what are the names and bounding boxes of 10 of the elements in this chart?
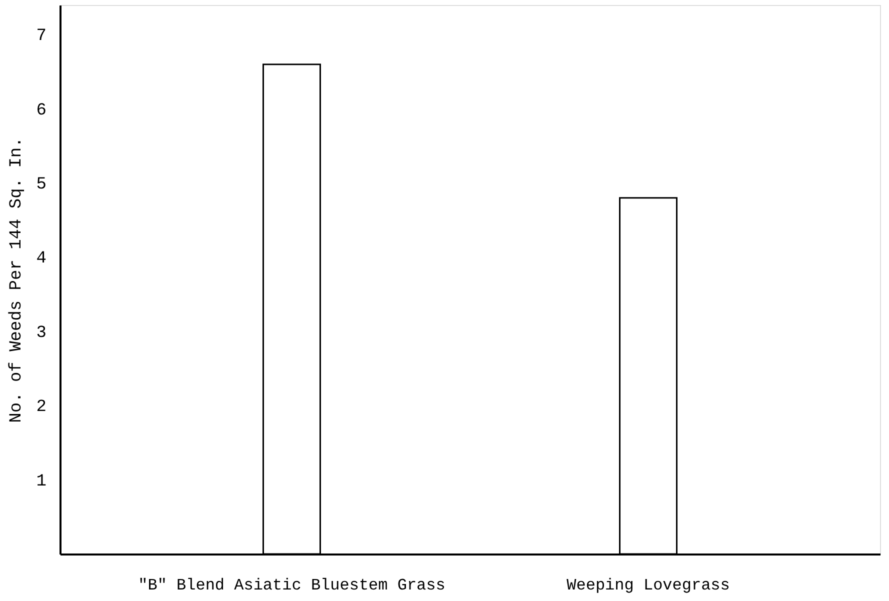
y-tick-label: 2 — [36, 398, 46, 418]
y-tick-label: 5 — [36, 176, 46, 195]
x-tick-label: Weeping Lovegrass — [566, 576, 730, 594]
y-axis-title: No. of Weeds Per 144 Sq. In. — [7, 137, 26, 423]
y-tick-label: 6 — [36, 101, 46, 120]
y-tick-label: 1 — [36, 472, 46, 492]
y-tick-label: 4 — [36, 250, 46, 269]
x-tick-label: "B" Blend Asiatic Bluestem Grass — [138, 576, 446, 594]
y-tick-label: 3 — [36, 324, 46, 343]
y-tick-label: 7 — [36, 27, 46, 46]
